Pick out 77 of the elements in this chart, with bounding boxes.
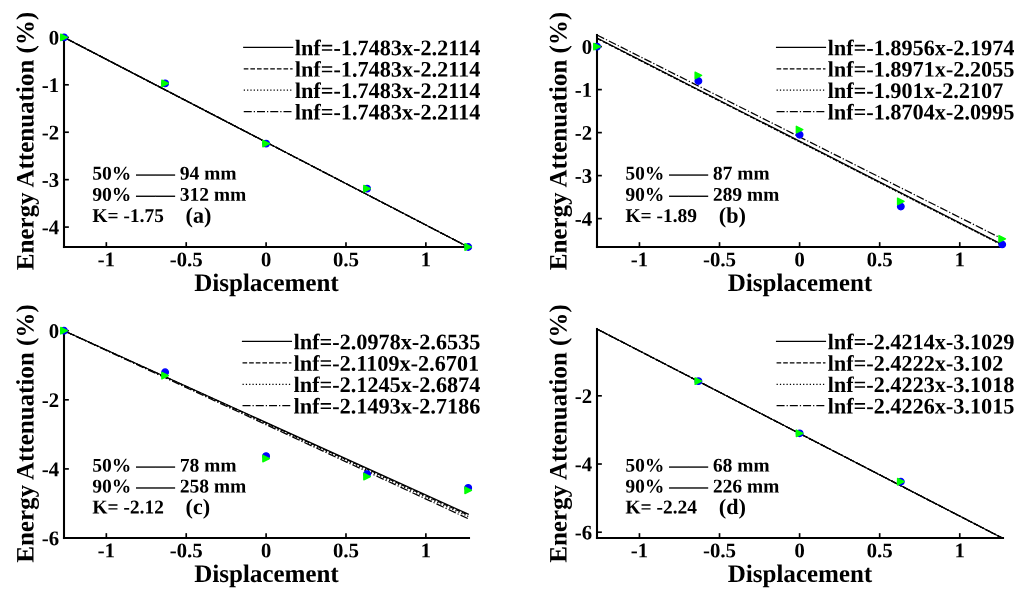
y-tick-label: 0 <box>582 39 592 55</box>
legend-label: lnf=-2.4223x-3.1018 <box>828 376 1014 393</box>
y-tick-label: -6 <box>42 531 59 546</box>
legend-label: lnf=-2.4226x-3.1015 <box>828 397 1014 414</box>
legend-label: lnf=-1.7483x-2.2114 <box>295 39 480 56</box>
annotation: (d) <box>719 498 745 519</box>
annotation: 50% —— 68 mm <box>626 458 770 472</box>
x-tick-label: -1 <box>631 252 648 267</box>
y-tick-label: -3 <box>575 169 592 184</box>
y-tick-label: -4 <box>42 220 59 235</box>
x-tick-label: -0.5 <box>170 252 202 267</box>
legend-label: lnf=-1.8704x-2.0995 <box>828 103 1014 120</box>
x-axis-title: Displacement <box>728 564 873 588</box>
x-tick-label: 1 <box>956 543 964 558</box>
legend-label: lnf=-2.1109x-2.6701 <box>294 355 478 371</box>
y-axis-title: Energy Attenuation (%) <box>549 12 573 270</box>
y-tick-label: -4 <box>575 457 592 472</box>
legend-label: lnf=-1.8971x-2.2055 <box>828 60 1014 77</box>
y-tick-label: 0 <box>49 324 59 339</box>
y-tick-label: -4 <box>42 462 59 477</box>
x-tick-label: 0.5 <box>333 543 359 558</box>
x-tick-label: 0 <box>261 252 271 267</box>
legend-label: lnf=-2.4222x-3.102 <box>828 355 1003 371</box>
legend-label: lnf=-1.8956x-2.1974 <box>828 39 1014 56</box>
y-tick-label: 0 <box>49 30 59 45</box>
x-axis-title: Displacement <box>728 273 873 297</box>
y-tick-label: -2 <box>575 126 592 140</box>
legend-label: lnf=-1.7483x-2.2114 <box>295 60 480 77</box>
annotation: 90% —— 258 mm <box>92 479 246 493</box>
legend-label: lnf=-1.7483x-2.2114 <box>295 103 480 120</box>
y-tick-label: -6 <box>575 525 592 540</box>
y-tick-label: -2 <box>42 125 59 140</box>
y-tick-label: -1 <box>575 83 592 97</box>
annotation: (a) <box>186 207 211 228</box>
y-axis-title: Energy Attenuation (%) <box>549 305 573 563</box>
legend-label: lnf=-2.0978x-2.6535 <box>294 333 480 350</box>
annotation: K= -1.89 <box>625 209 697 223</box>
x-tick-label: -0.5 <box>703 543 736 558</box>
annotation: 50% —— 87 mm <box>626 166 770 180</box>
legend-label: lnf=-2.1245x-2.6874 <box>294 376 480 393</box>
y-tick-label: -4 <box>575 212 592 226</box>
y-axis-title: Energy Attenuation (%) <box>16 12 40 270</box>
x-tick-label: 0 <box>795 252 805 267</box>
legend-label: lnf=-1.7483x-2.2114 <box>295 82 480 99</box>
x-tick-label: 0.5 <box>867 543 892 558</box>
x-axis-title: Displacement <box>194 273 339 297</box>
y-tick-label: -2 <box>575 389 592 404</box>
annotation: 90% —— 226 mm <box>625 479 780 493</box>
x-axis-title: Displacement <box>194 564 339 588</box>
annotation: 90% —— 289 mm <box>625 187 780 202</box>
x-tick-label: 1 <box>422 543 430 558</box>
annotation: 50% —— 78 mm <box>93 458 237 472</box>
legend-label: lnf=-2.4214x-3.1029 <box>828 333 1014 350</box>
annotation: (b) <box>719 207 745 228</box>
annotation: 90% —— 312 mm <box>92 187 246 202</box>
y-tick-label: -3 <box>42 173 59 188</box>
x-tick-label: 1 <box>956 252 964 267</box>
x-tick-label: -1 <box>98 543 114 558</box>
annotation: (c) <box>186 498 210 519</box>
legend-label: lnf=-2.1493x-2.7186 <box>294 397 480 414</box>
y-tick-label: -1 <box>42 78 59 93</box>
annotation: K= -2.12 <box>92 500 164 514</box>
annotation: 50% —— 94 mm <box>93 166 237 180</box>
x-tick-label: 0.5 <box>333 252 359 267</box>
x-tick-label: 0 <box>261 543 271 558</box>
x-tick-label: -0.5 <box>170 543 202 558</box>
x-tick-label: 0 <box>795 543 805 558</box>
x-tick-label: -1 <box>98 252 114 267</box>
annotation: K= -2.24 <box>625 500 697 514</box>
x-tick-label: 1 <box>422 252 430 267</box>
x-tick-label: 0.5 <box>867 252 892 267</box>
legend-label: lnf=-1.901x-2.2107 <box>828 82 1003 99</box>
y-axis-title: Energy Attenuation (%) <box>16 305 40 563</box>
x-tick-label: -0.5 <box>703 252 736 267</box>
y-tick-label: -2 <box>42 393 59 408</box>
annotation: K= -1.75 <box>92 209 164 223</box>
x-tick-label: -1 <box>631 543 648 558</box>
